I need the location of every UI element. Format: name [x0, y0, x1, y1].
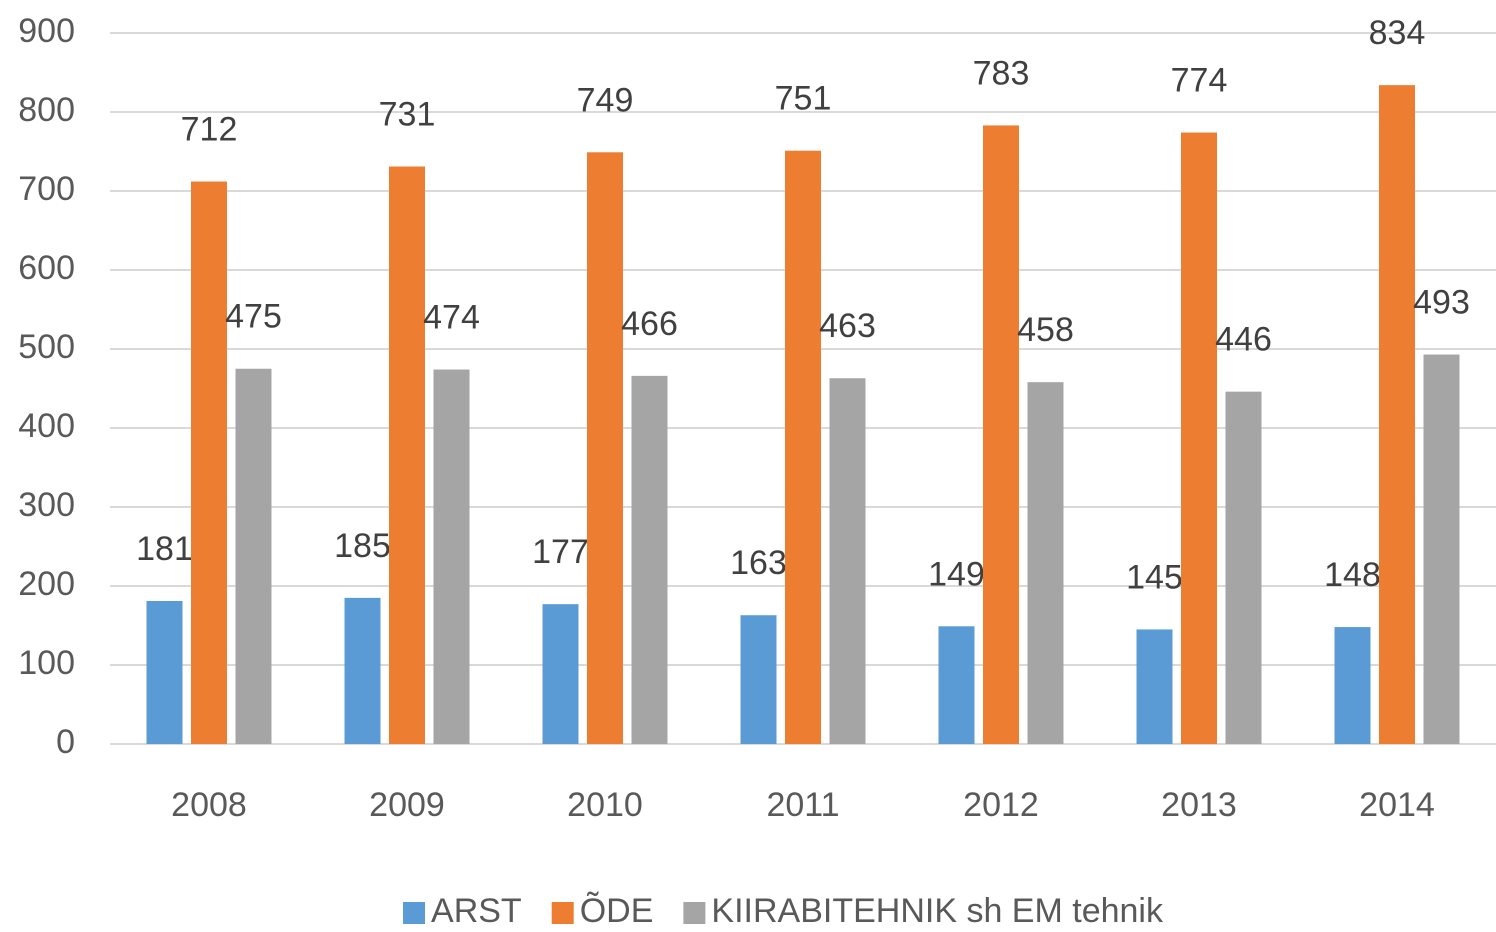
data-label: 148 — [1324, 556, 1381, 594]
data-label: 783 — [973, 54, 1030, 92]
legend-swatch — [403, 902, 426, 924]
y-tick-label: 900 — [18, 12, 75, 50]
y-tick-label: 300 — [18, 486, 75, 524]
y-tick-label: 0 — [56, 723, 75, 761]
data-label: 463 — [819, 307, 876, 345]
y-tick-label: 200 — [18, 565, 75, 603]
data-label: 458 — [1017, 311, 1074, 349]
data-label: 149 — [928, 555, 985, 593]
x-tick-label: 2011 — [766, 786, 839, 824]
y-tick-label: 400 — [18, 407, 75, 445]
bar — [235, 368, 272, 744]
bar — [785, 150, 821, 744]
bar — [938, 626, 975, 744]
x-tick-label: 2008 — [171, 786, 247, 824]
bar — [389, 166, 425, 744]
data-label: 749 — [577, 81, 634, 119]
data-label: 774 — [1171, 62, 1228, 100]
bar — [983, 125, 1019, 745]
data-label: 712 — [181, 111, 238, 149]
data-label: 446 — [1215, 321, 1272, 359]
bar — [587, 152, 623, 745]
bar — [1027, 382, 1064, 744]
y-tick-label: 600 — [18, 249, 75, 287]
bar — [1334, 627, 1371, 744]
data-label: 731 — [379, 95, 436, 133]
legend-label: ÕDE — [580, 892, 654, 930]
data-label: 185 — [334, 527, 391, 565]
data-label: 177 — [532, 533, 589, 571]
bar — [1379, 85, 1415, 744]
data-label: 466 — [621, 305, 678, 343]
y-tick-label: 700 — [18, 170, 75, 208]
y-tick-label: 800 — [18, 91, 75, 129]
bar — [829, 378, 866, 744]
bar — [1136, 629, 1173, 744]
data-label: 181 — [136, 530, 193, 568]
data-label: 474 — [423, 299, 480, 337]
bar — [433, 369, 470, 744]
data-label: 475 — [225, 298, 282, 336]
x-tick-label: 2010 — [567, 786, 643, 824]
bar — [191, 181, 227, 744]
y-tick-label: 500 — [18, 328, 75, 366]
x-tick-label: 2013 — [1161, 786, 1237, 824]
bar — [1225, 391, 1262, 744]
bar — [146, 601, 183, 744]
bar — [1423, 354, 1460, 744]
bar — [740, 615, 777, 744]
data-label: 163 — [730, 544, 787, 582]
data-label: 751 — [775, 80, 832, 118]
data-label: 493 — [1413, 284, 1470, 322]
x-tick-label: 2009 — [369, 786, 445, 824]
y-tick-label: 100 — [18, 644, 75, 682]
x-tick-label: 2012 — [963, 786, 1039, 824]
legend-swatch — [551, 902, 574, 924]
data-label: 145 — [1126, 558, 1183, 596]
bar — [1181, 132, 1217, 745]
legend-label: ARST — [431, 892, 522, 930]
legend-swatch — [683, 902, 706, 924]
legend-label: KIIRABITEHNIK sh EM tehnik — [711, 892, 1164, 930]
bar — [344, 597, 381, 744]
bar — [631, 375, 668, 744]
x-tick-label: 2014 — [1359, 786, 1435, 824]
data-label: 834 — [1369, 14, 1426, 52]
bar — [542, 604, 579, 744]
